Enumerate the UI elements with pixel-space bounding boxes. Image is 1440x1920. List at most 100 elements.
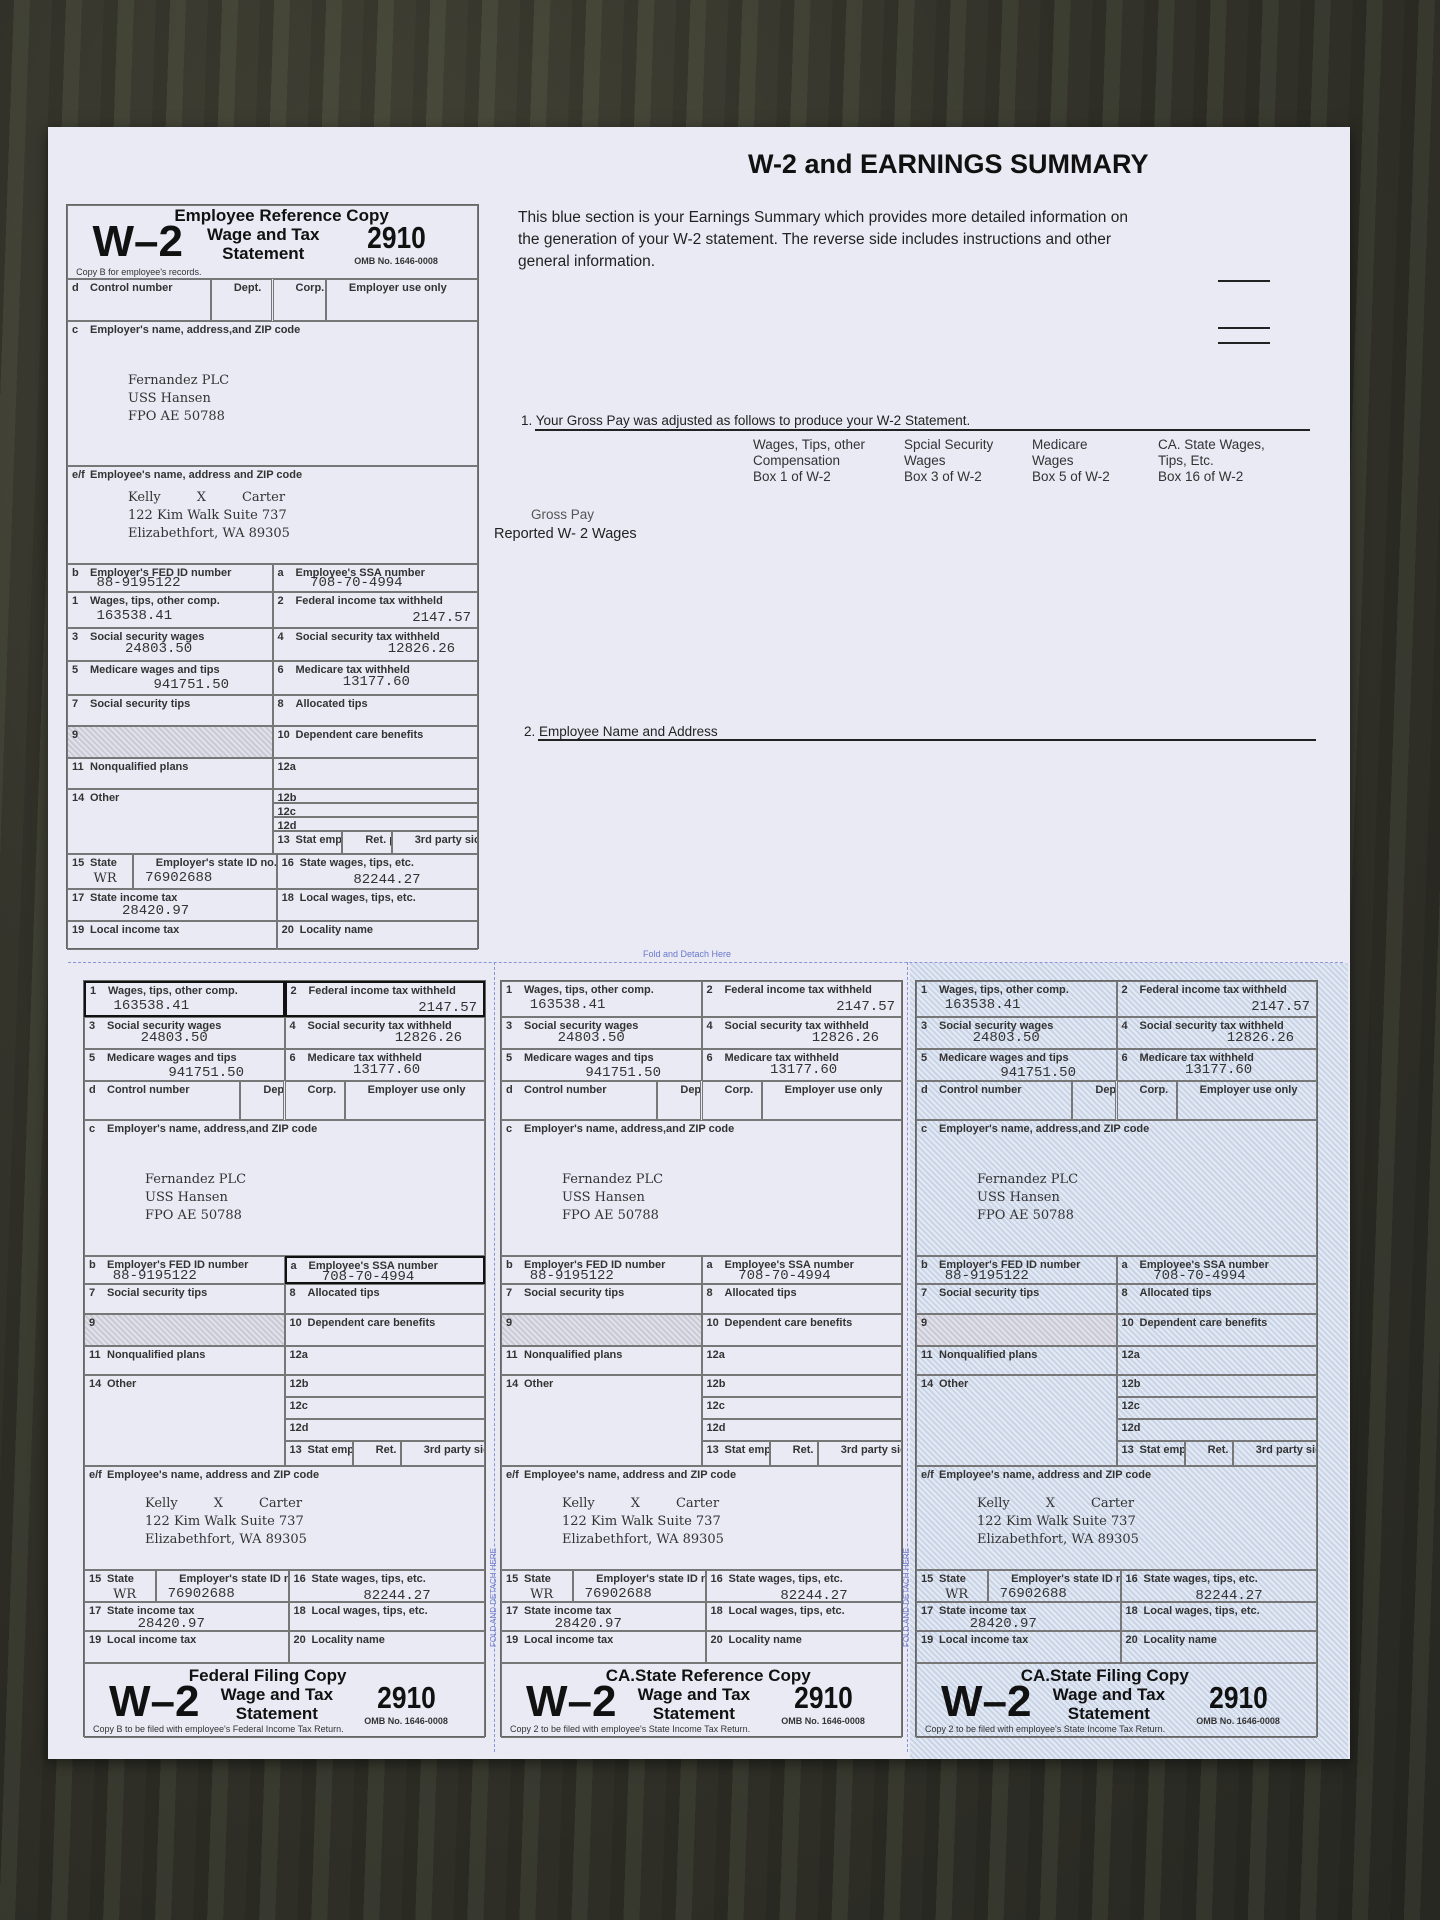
box-5[interactable]: 5 Medicare wages and tips 941751.50 bbox=[916, 1049, 1117, 1081]
box-14[interactable]: 14 Other bbox=[67, 789, 273, 854]
box-17[interactable]: 17 State income tax 28420.97 bbox=[67, 889, 277, 921]
box-15-state[interactable]: 15 State WR bbox=[67, 854, 133, 889]
box-19[interactable]: 19 Local income tax bbox=[84, 1631, 289, 1663]
box-12a[interactable]: 12a bbox=[701, 1346, 902, 1375]
box-6[interactable]: 6 Medicare tax withheld 13177.60 bbox=[284, 1049, 485, 1081]
box-1[interactable]: 1 Wages, tips, other comp. 163538.41 bbox=[67, 592, 273, 628]
box-9[interactable]: 9 bbox=[84, 1314, 285, 1346]
box-b-fed-id[interactable]: b Employer's FED ID number 88-9195122 bbox=[67, 564, 273, 592]
box-8[interactable]: 8 Allocated tips bbox=[1116, 1284, 1317, 1314]
box-13-sick-pay[interactable]: 3rd party sick pay bbox=[400, 1441, 485, 1466]
corp-field[interactable]: Corp. bbox=[272, 279, 326, 321]
box-2[interactable]: 2 Federal income tax withheld 2147.57 bbox=[1116, 981, 1317, 1017]
box-13-stat-emp[interactable]: 13 Stat emp. bbox=[284, 1441, 353, 1466]
box-17[interactable]: 17 State income tax 28420.97 bbox=[84, 1602, 289, 1631]
box-12b[interactable]: 12b bbox=[284, 1375, 485, 1397]
box-2[interactable]: 2 Federal income tax withheld 2147.57 bbox=[272, 592, 478, 628]
box-d-control-number[interactable]: d Control number bbox=[84, 1081, 241, 1120]
box-2[interactable]: 2 Federal income tax withheld 2147.57 bbox=[284, 981, 485, 1017]
box-ef-employee[interactable]: e/f Employee's name, address and ZIP code… bbox=[84, 1466, 485, 1570]
box-19[interactable]: 19 Local income tax bbox=[67, 921, 277, 950]
box-16[interactable]: 16 State wages, tips, etc. 82244.27 bbox=[288, 1570, 485, 1602]
box-d-control-number[interactable]: d Control number bbox=[501, 1081, 658, 1120]
box-9[interactable]: 9 bbox=[67, 726, 273, 758]
box-13-sick-pay[interactable]: 3rd party sick pay bbox=[1232, 1441, 1317, 1466]
box-7[interactable]: 7 Social security tips bbox=[916, 1284, 1117, 1314]
box-9[interactable]: 9 bbox=[501, 1314, 702, 1346]
box-7[interactable]: 7 Social security tips bbox=[501, 1284, 702, 1314]
box-19[interactable]: 19 Local income tax bbox=[501, 1631, 706, 1663]
employer-use-field[interactable]: Employer use only bbox=[344, 1081, 485, 1120]
box-12d[interactable]: 12d bbox=[284, 1419, 485, 1441]
box-c-employer[interactable]: c Employer's name, address,and ZIP code F… bbox=[84, 1120, 485, 1256]
box-11[interactable]: 11 Nonqualified plans bbox=[501, 1346, 702, 1375]
dept-field[interactable]: Dept. bbox=[657, 1081, 702, 1120]
box-19[interactable]: 19 Local income tax bbox=[916, 1631, 1121, 1663]
box-8[interactable]: 8 Allocated tips bbox=[701, 1284, 902, 1314]
box-10[interactable]: 10 Dependent care benefits bbox=[272, 726, 478, 758]
box-20[interactable]: 20 Locality name bbox=[1120, 1631, 1317, 1663]
employer-use-field[interactable]: Employer use only bbox=[1176, 1081, 1317, 1120]
dept-field[interactable]: Dept. bbox=[1072, 1081, 1117, 1120]
box-15-state[interactable]: 15 State WR bbox=[501, 1570, 574, 1602]
box-8[interactable]: 8 Allocated tips bbox=[272, 695, 478, 726]
box-4[interactable]: 4 Social security tax withheld 12826.26 bbox=[701, 1017, 902, 1049]
box-a-ssa[interactable]: a Employee's SSA number 708-70-4994 bbox=[1116, 1256, 1317, 1284]
box-20[interactable]: 20 Locality name bbox=[288, 1631, 485, 1663]
box-d-control-number[interactable]: d Control number bbox=[916, 1081, 1073, 1120]
box-13-ret-plan[interactable]: Ret. plan bbox=[769, 1441, 818, 1466]
box-6[interactable]: 6 Medicare tax withheld 13177.60 bbox=[1116, 1049, 1317, 1081]
box-12b[interactable]: 12b bbox=[701, 1375, 902, 1397]
box-12a[interactable]: 12a bbox=[284, 1346, 485, 1375]
corp-field[interactable]: Corp. bbox=[701, 1081, 762, 1120]
box-7[interactable]: 7 Social security tips bbox=[84, 1284, 285, 1314]
box-12c[interactable]: 12c bbox=[284, 1397, 485, 1419]
box-12a[interactable]: 12a bbox=[1116, 1346, 1317, 1375]
box-13-sick-pay[interactable]: 3rd party sick pay bbox=[391, 831, 478, 854]
box-b-fed-id[interactable]: b Employer's FED ID number 88-9195122 bbox=[84, 1256, 285, 1284]
box-1[interactable]: 1 Wages, tips, other comp. 163538.41 bbox=[84, 981, 285, 1017]
box-a-ssa[interactable]: a Employee's SSA number 708-70-4994 bbox=[701, 1256, 902, 1284]
box-12d[interactable]: 12d bbox=[272, 817, 478, 831]
box-18[interactable]: 18 Local wages, tips, etc. bbox=[705, 1602, 902, 1631]
box-3[interactable]: 3 Social security wages 24803.50 bbox=[501, 1017, 702, 1049]
employer-use-field[interactable]: Employer use only bbox=[325, 279, 478, 321]
box-12a[interactable]: 12a bbox=[272, 758, 478, 789]
box-20[interactable]: 20 Locality name bbox=[705, 1631, 902, 1663]
box-15-state-id[interactable]: Employer's state ID no. 76902688 bbox=[132, 854, 277, 889]
box-5[interactable]: 5 Medicare wages and tips 941751.50 bbox=[84, 1049, 285, 1081]
box-13-stat-emp[interactable]: 13 Stat emp. bbox=[272, 831, 343, 854]
corp-field[interactable]: Corp. bbox=[1116, 1081, 1177, 1120]
box-d-control-number[interactable]: d Control number bbox=[67, 279, 211, 321]
box-4[interactable]: 4 Social security tax withheld 12826.26 bbox=[272, 628, 478, 661]
box-13-ret-plan[interactable]: Ret. plan bbox=[352, 1441, 401, 1466]
box-10[interactable]: 10 Dependent care benefits bbox=[701, 1314, 902, 1346]
box-17[interactable]: 17 State income tax 28420.97 bbox=[501, 1602, 706, 1631]
box-3[interactable]: 3 Social security wages 24803.50 bbox=[84, 1017, 285, 1049]
box-15-state-id[interactable]: Employer's state ID no. 76902688 bbox=[988, 1570, 1121, 1602]
employer-use-field[interactable]: Employer use only bbox=[761, 1081, 902, 1120]
box-11[interactable]: 11 Nonqualified plans bbox=[916, 1346, 1117, 1375]
box-ef-employee[interactable]: e/f Employee's name, address and ZIP code… bbox=[501, 1466, 902, 1570]
box-13-stat-emp[interactable]: 13 Stat emp. bbox=[701, 1441, 770, 1466]
box-18[interactable]: 18 Local wages, tips, etc. bbox=[288, 1602, 485, 1631]
box-b-fed-id[interactable]: b Employer's FED ID number 88-9195122 bbox=[501, 1256, 702, 1284]
box-1[interactable]: 1 Wages, tips, other comp. 163538.41 bbox=[501, 981, 702, 1017]
box-1[interactable]: 1 Wages, tips, other comp. 163538.41 bbox=[916, 981, 1117, 1017]
box-18[interactable]: 18 Local wages, tips, etc. bbox=[1120, 1602, 1317, 1631]
dept-field[interactable]: Dept. bbox=[240, 1081, 285, 1120]
box-12d[interactable]: 12d bbox=[701, 1419, 902, 1441]
box-20[interactable]: 20 Locality name bbox=[276, 921, 478, 950]
box-ef-employee[interactable]: e/f Employee's name, address and ZIP code… bbox=[67, 466, 478, 564]
box-c-employer[interactable]: c Employer's name, address,and ZIP code F… bbox=[501, 1120, 902, 1256]
box-17[interactable]: 17 State income tax 28420.97 bbox=[916, 1602, 1121, 1631]
box-b-fed-id[interactable]: b Employer's FED ID number 88-9195122 bbox=[916, 1256, 1117, 1284]
box-13-ret-plan[interactable]: Ret. plan bbox=[1184, 1441, 1233, 1466]
box-5[interactable]: 5 Medicare wages and tips 941751.50 bbox=[67, 661, 273, 695]
box-15-state[interactable]: 15 State WR bbox=[916, 1570, 989, 1602]
box-14[interactable]: 14 Other bbox=[84, 1375, 285, 1466]
box-6[interactable]: 6 Medicare tax withheld 13177.60 bbox=[701, 1049, 902, 1081]
box-15-state-id[interactable]: Employer's state ID no. 76902688 bbox=[156, 1570, 289, 1602]
box-12b[interactable]: 12b bbox=[1116, 1375, 1317, 1397]
box-11[interactable]: 11 Nonqualified plans bbox=[67, 758, 273, 789]
